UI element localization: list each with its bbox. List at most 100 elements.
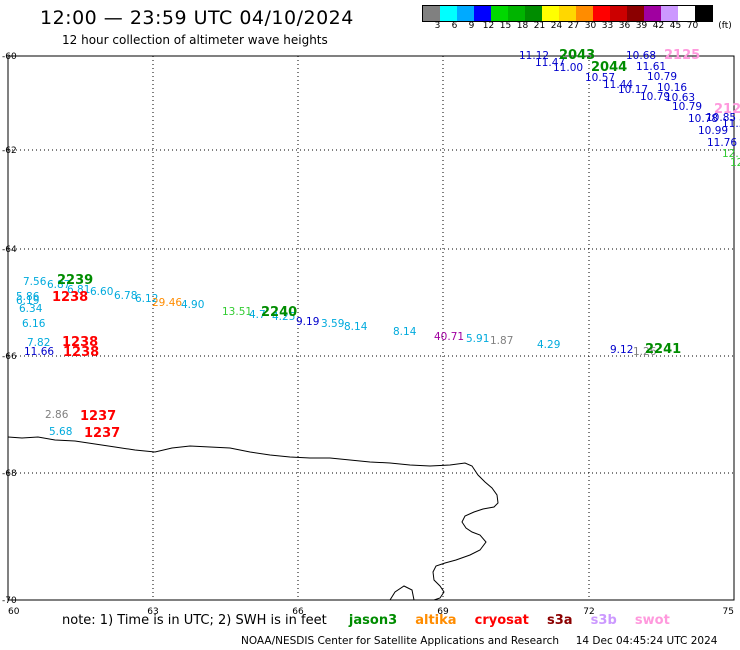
mission-legend-item: cryosat: [456, 613, 529, 628]
color-scale-swatch: [440, 6, 457, 21]
longitude-labels: 60 63 66 69 72 75: [8, 607, 734, 617]
color-scale-swatch: [644, 6, 661, 21]
color-scale-label: 6: [451, 21, 458, 31]
wave-height-value: 10.85: [706, 112, 736, 124]
mission-legend: jason3 altika cryosat s3a s3b swot: [331, 613, 670, 628]
wave-height-value: 10.17: [618, 84, 648, 96]
color-scale-swatch: [661, 6, 678, 21]
wave-height-value: 11.00: [553, 62, 583, 74]
wave-height-value: 7.56: [23, 276, 47, 288]
color-scale-swatch: [508, 6, 525, 21]
color-scale-unit: (ft): [718, 21, 732, 31]
coastline-fragment: [389, 585, 415, 601]
coastline: [7, 436, 499, 601]
color-scale-swatch: [627, 6, 644, 21]
color-scale-swatch: [695, 6, 712, 21]
footer: NOAA/NESDIS Center for Satellite Applica…: [241, 635, 717, 647]
wave-height-value: 4.29: [537, 339, 560, 351]
mission-legend-item: jason3: [330, 613, 398, 628]
pass-time-label: 1237: [80, 409, 116, 424]
wave-height-value: 5.91: [466, 333, 489, 345]
latitude-label: -64: [2, 245, 17, 255]
legend-note: note: 1) Time is in UTC; 2) SWH is in fe…: [62, 613, 670, 628]
wave-height-value: 10.78: [688, 113, 718, 125]
pass-time-label: 2125: [664, 48, 700, 63]
wave-height-value: 6.78: [114, 290, 137, 302]
note-text: note: 1) Time is in UTC; 2) SWH is in fe…: [62, 613, 327, 628]
wave-height-value: 10.16: [657, 82, 687, 94]
wave-height-value: 10.79: [640, 91, 670, 103]
color-scale-label: 27: [567, 21, 580, 31]
observation-layer: 11.1211.4711.0010.5711.4410.1710.7910.68…: [16, 50, 740, 438]
wave-height-value: 10.63: [665, 92, 695, 104]
map-frame: [7, 55, 735, 601]
latitude-label: -66: [2, 352, 17, 362]
longitude-label: 75: [723, 607, 734, 617]
color-scale-swatch: [423, 6, 440, 21]
longitude-label: 72: [583, 607, 594, 617]
page-title: 12:00 — 23:59 UTC 04/10/2024: [40, 7, 354, 29]
wave-height-value: 6.12: [135, 293, 158, 305]
color-scale-label: 3: [434, 21, 441, 31]
pass-time-label: 2239: [57, 273, 93, 288]
longitude-label: 69: [437, 607, 449, 617]
wave-height-value: 6.81: [67, 284, 90, 296]
color-scale-label: 39: [635, 21, 648, 31]
color-scale-label: 42: [652, 21, 665, 31]
wave-height-value: 11.44: [603, 79, 633, 91]
wave-height-value: 10.68: [626, 50, 656, 62]
latitude-label: -68: [2, 469, 17, 479]
longitude-label: 66: [292, 607, 304, 617]
pass-time-label: 1237: [84, 426, 120, 441]
graticule: [8, 56, 734, 600]
latitude-label: -60: [2, 52, 17, 62]
wave-height-value: 10.79: [672, 101, 702, 113]
pass-time-label: 2043: [559, 48, 595, 63]
color-scale-swatch: [457, 6, 474, 21]
wave-height-value: 8.14: [344, 321, 368, 333]
wave-height-value: 6.16: [22, 318, 46, 330]
latitude-label: -62: [2, 146, 17, 156]
color-scale-swatch: [474, 6, 491, 21]
wave-height-value: 10.79: [647, 71, 677, 83]
color-scale-swatch: [525, 6, 542, 21]
color-scale-label: 45: [669, 21, 682, 31]
pass-time-label: 1238: [62, 335, 98, 350]
wave-height-value: 1.87: [490, 335, 513, 347]
color-scale-swatch: [593, 6, 610, 21]
color-scale-label: 21: [533, 21, 546, 31]
longitude-label: 63: [147, 607, 158, 617]
color-scale-label: 33: [601, 21, 614, 31]
wave-height-value: 11.76: [707, 137, 737, 149]
pass-time-label: 212: [714, 102, 740, 117]
pass-time-label: 2241: [645, 342, 681, 357]
pass-time-label: 2240: [261, 305, 297, 320]
color-scale-bar: [422, 5, 713, 22]
wave-height-value: 1.26: [633, 346, 657, 358]
color-scale-label: 15: [499, 21, 512, 31]
footer-credit: NOAA/NESDIS Center for Satellite Applica…: [241, 635, 559, 647]
wave-height-value: 12.: [722, 148, 739, 160]
wave-height-value: 5.68: [49, 426, 72, 438]
color-scale-label: 30: [584, 21, 597, 31]
wave-height-value: 11.61: [636, 61, 666, 73]
color-scale-label: 9: [468, 21, 475, 31]
color-scale-label: 36: [618, 21, 631, 31]
pass-time-label: 1238: [63, 345, 99, 360]
color-scale-swatch: [678, 6, 695, 21]
wave-height-value: 29.46: [152, 297, 182, 309]
wave-height-value: 4.25: [272, 311, 295, 323]
color-scale-swatch: [559, 6, 576, 21]
pass-time-layer: 2043204421252122239123822402241123812381…: [52, 48, 740, 441]
wave-height-value: 10.57: [585, 72, 615, 84]
wave-height-value: 6.60: [90, 286, 113, 298]
color-scale-swatch: [491, 6, 508, 21]
color-scale-label: 18: [516, 21, 529, 31]
wave-height-value: 6.87: [47, 279, 70, 291]
wave-height-value: 4.90: [181, 299, 204, 311]
wave-height-value: 9.19: [296, 316, 319, 328]
color-scale-swatch: [576, 6, 593, 21]
latitude-label: -70: [2, 596, 17, 606]
color-scale-swatch: [542, 6, 559, 21]
